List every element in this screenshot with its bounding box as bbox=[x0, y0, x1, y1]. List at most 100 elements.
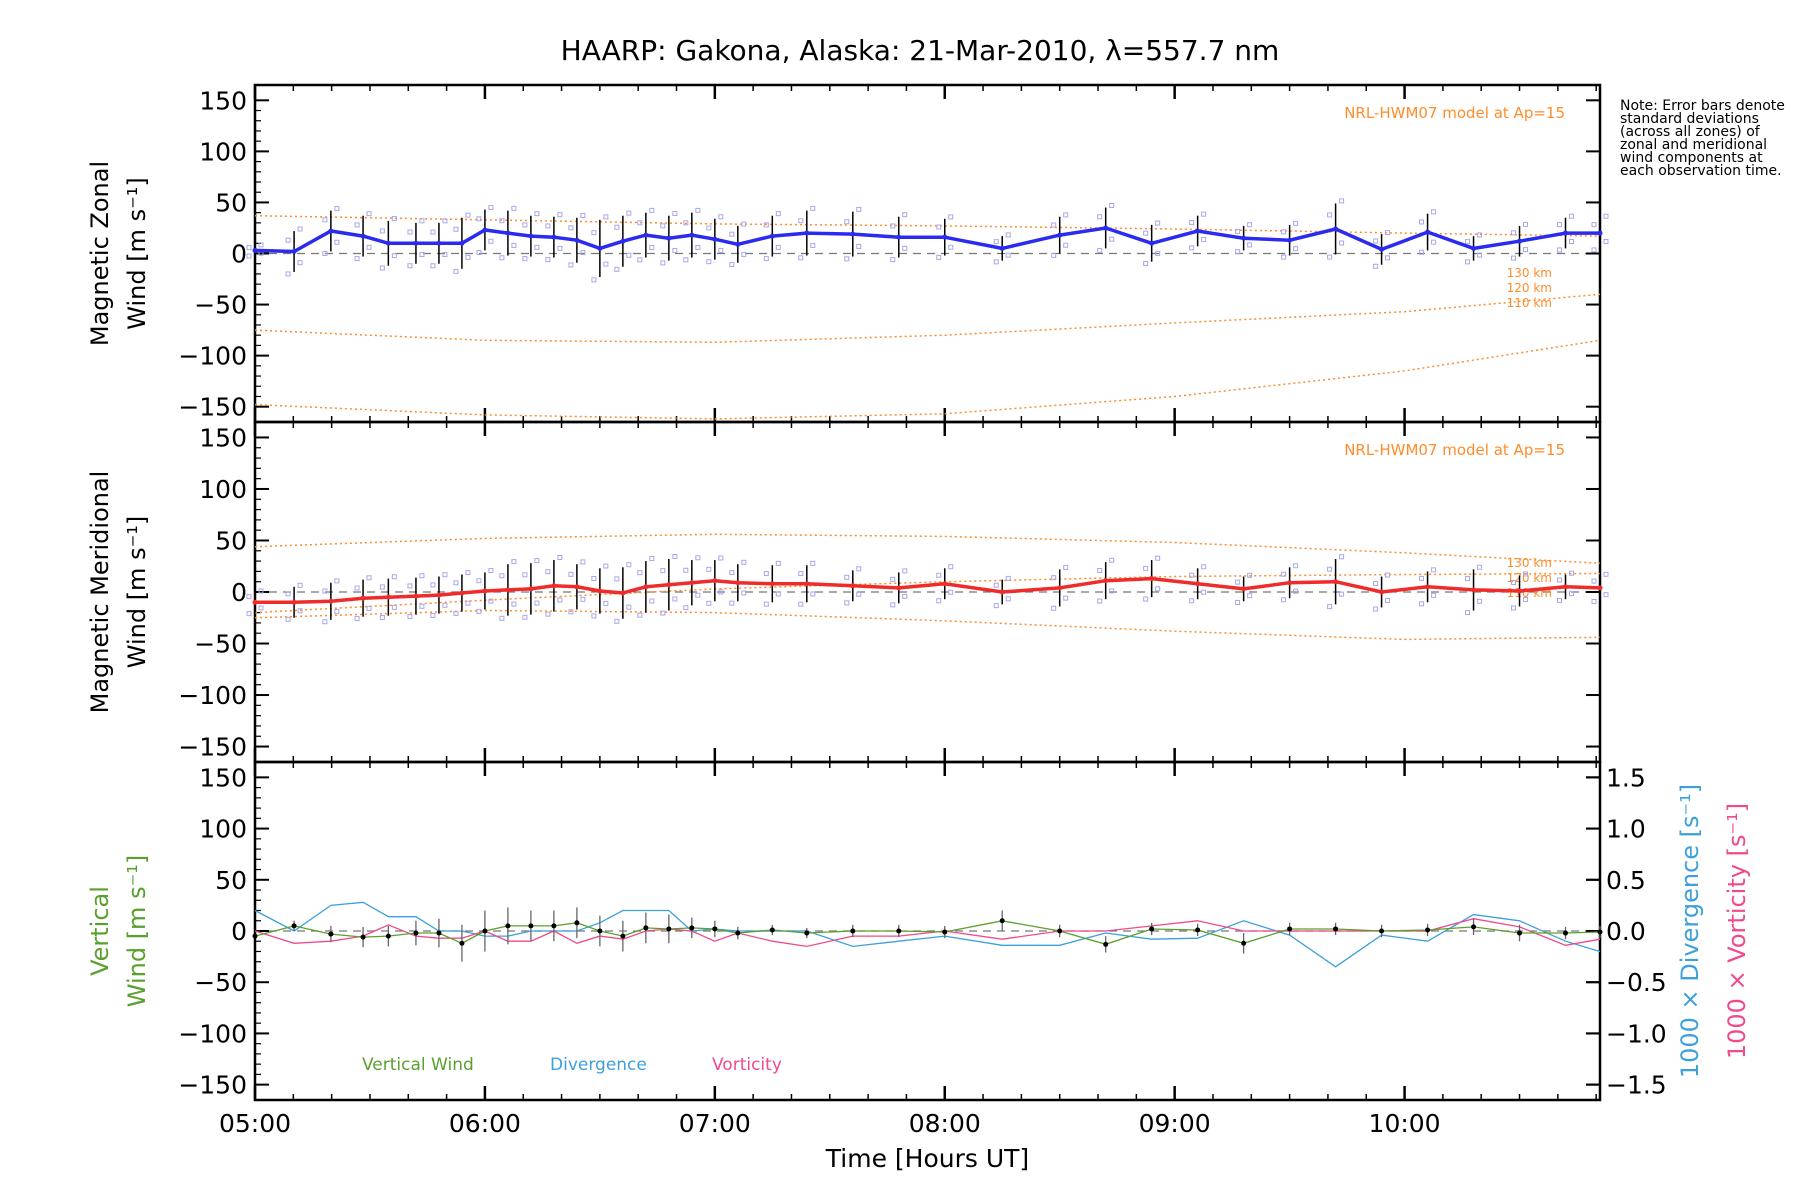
zone-point bbox=[1005, 232, 1011, 238]
zone-point bbox=[1419, 601, 1425, 607]
zone-point bbox=[453, 226, 459, 232]
zone-point bbox=[453, 610, 459, 616]
y-tick-label: −150 bbox=[178, 1071, 247, 1100]
wind-data-point bbox=[1379, 246, 1385, 252]
wind-data-point bbox=[528, 586, 534, 592]
zone-point bbox=[798, 571, 804, 577]
zone-point bbox=[810, 560, 816, 566]
vertical-wind-point bbox=[1057, 928, 1063, 934]
zone-point bbox=[488, 205, 494, 211]
zone-point bbox=[366, 244, 372, 250]
zone-point bbox=[1591, 578, 1597, 584]
zone-point bbox=[798, 601, 804, 607]
zone-point bbox=[1155, 586, 1161, 592]
zone-point bbox=[1477, 564, 1483, 570]
zone-point bbox=[391, 253, 397, 259]
vertical-wind-point bbox=[528, 923, 534, 929]
zone-point bbox=[844, 256, 850, 262]
wind-data-point bbox=[850, 583, 856, 589]
zone-point bbox=[557, 597, 563, 603]
zone-point bbox=[1569, 591, 1575, 597]
vertical-wind-point bbox=[1241, 940, 1247, 946]
zone-point bbox=[1201, 589, 1207, 595]
zone-point bbox=[1097, 214, 1103, 220]
zone-point bbox=[258, 588, 264, 594]
zone-point bbox=[1511, 230, 1517, 236]
zone-point bbox=[545, 223, 551, 229]
zone-point bbox=[1603, 239, 1609, 245]
y-tick-label: 0 bbox=[231, 240, 247, 269]
model-curve bbox=[254, 293, 1601, 344]
zone-point bbox=[545, 569, 551, 575]
zone-point bbox=[391, 216, 397, 222]
zone-point bbox=[1293, 563, 1299, 569]
wind-data-point bbox=[1287, 237, 1293, 243]
zone-point bbox=[1385, 255, 1391, 261]
zone-point bbox=[1419, 249, 1425, 255]
zone-point bbox=[534, 558, 540, 564]
y-axis-label: Magnetic Meridional bbox=[86, 471, 114, 714]
zone-point bbox=[729, 600, 735, 606]
zone-point bbox=[993, 582, 999, 588]
wind-data-point bbox=[1241, 235, 1247, 241]
zone-point bbox=[354, 585, 360, 591]
wind-data-point bbox=[804, 230, 810, 236]
zone-point bbox=[1005, 596, 1011, 602]
wind-data-point bbox=[1287, 580, 1293, 586]
zone-point bbox=[1097, 247, 1103, 253]
wind-data-point bbox=[689, 232, 695, 238]
zone-point bbox=[1327, 604, 1333, 610]
model-curve bbox=[254, 609, 1601, 641]
zone-point bbox=[660, 610, 666, 616]
zone-point bbox=[297, 582, 303, 588]
zone-point bbox=[258, 605, 264, 611]
wind-data-point bbox=[328, 228, 334, 234]
zone-point bbox=[511, 601, 517, 607]
wind-data-point bbox=[1379, 589, 1385, 595]
y2-tick-label: −1.0 bbox=[1606, 1019, 1667, 1048]
zone-point bbox=[683, 257, 689, 263]
zone-point bbox=[1419, 575, 1425, 581]
wind-data-point bbox=[551, 583, 557, 589]
wind-data-point bbox=[1149, 576, 1155, 582]
y-tick-label: 100 bbox=[199, 137, 247, 166]
error-bar-note: Note: Error bars denote standard deviati… bbox=[1620, 98, 1785, 179]
zone-point bbox=[476, 249, 482, 255]
zone-point bbox=[1591, 247, 1597, 253]
zone-point bbox=[499, 573, 505, 579]
zone-point bbox=[683, 220, 689, 226]
y-tick-label: 150 bbox=[199, 423, 247, 452]
wind-data-point bbox=[850, 231, 856, 237]
zone-point bbox=[1097, 567, 1103, 573]
panel-meridional: 150 100 50 0 −50 −100 −150 Magnetic Meridional W… bbox=[86, 420, 1609, 764]
zone-point bbox=[379, 228, 385, 234]
wind-data-point bbox=[999, 245, 1005, 251]
zone-point bbox=[522, 572, 528, 578]
y2-tick-label: −1.5 bbox=[1606, 1071, 1667, 1100]
zone-point bbox=[488, 238, 494, 244]
y-tick-label: 50 bbox=[215, 526, 247, 555]
zone-point bbox=[322, 251, 328, 256]
zone-point bbox=[603, 563, 609, 569]
zone-point bbox=[534, 600, 540, 606]
wind-data-point bbox=[942, 581, 948, 587]
wind-data-point bbox=[1241, 586, 1247, 592]
zone-point bbox=[637, 220, 643, 226]
zone-point bbox=[407, 229, 413, 235]
zone-point bbox=[844, 219, 850, 225]
wind-data-point bbox=[551, 234, 557, 240]
zone-point bbox=[1603, 213, 1609, 219]
zone-point bbox=[741, 251, 747, 257]
wind-data-point bbox=[252, 247, 258, 253]
zone-point bbox=[1281, 597, 1287, 603]
zone-point bbox=[1201, 211, 1207, 217]
x-tick-label: 07:00 bbox=[679, 1109, 751, 1138]
zone-point bbox=[672, 248, 678, 254]
zone-point bbox=[856, 566, 862, 572]
x-axis-label: Time [Hours UT] bbox=[825, 1144, 1029, 1173]
zone-point bbox=[379, 615, 385, 621]
zone-point bbox=[1051, 605, 1057, 611]
zone-point bbox=[334, 239, 340, 245]
x-tick-label: 05:00 bbox=[219, 1109, 291, 1138]
